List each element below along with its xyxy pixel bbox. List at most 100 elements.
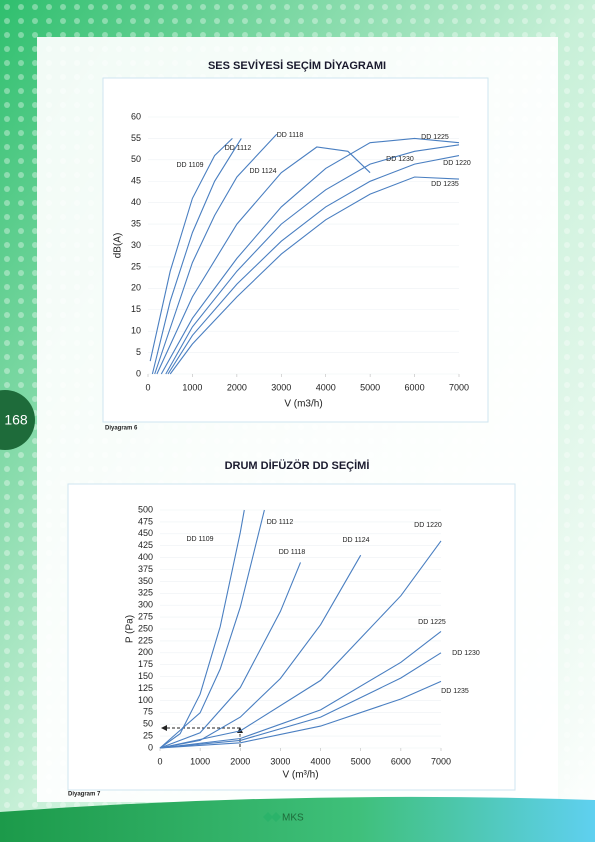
curve-label: DD 1112 xyxy=(267,519,294,526)
curve-label: DD 1109 xyxy=(176,162,203,169)
y-tick-label: 40 xyxy=(131,197,141,207)
chart-frame xyxy=(102,77,489,423)
x-tick-label: 3000 xyxy=(270,756,290,766)
curve xyxy=(159,540,442,749)
x-tick-label: 5000 xyxy=(360,382,380,392)
y-tick-label: 15 xyxy=(131,304,141,314)
x-axis-label: V (m3/h) xyxy=(284,399,322,410)
y-tick-label: 25 xyxy=(143,730,153,740)
chart-title: SES SEVİYESİ SEÇİM DİYAGRAMI xyxy=(208,59,386,72)
curve-label: DD 1220 xyxy=(414,522,442,529)
curve-label: DD 1118 xyxy=(277,132,304,139)
y-tick-label: 450 xyxy=(138,528,153,538)
page-number-badge xyxy=(0,390,35,450)
y-tick-label: 275 xyxy=(138,611,153,621)
x-tick-label: 0 xyxy=(145,382,150,392)
curve xyxy=(159,509,265,749)
x-tick-label: 4000 xyxy=(316,382,336,392)
logo-icon xyxy=(263,812,281,822)
curve-label: DD 1230 xyxy=(452,650,480,657)
y-tick-label: 425 xyxy=(138,540,153,550)
curve-label: DD 1112 xyxy=(225,145,252,152)
y-tick-label: 60 xyxy=(131,111,141,121)
pressure-guide-arrow xyxy=(161,725,243,747)
chart-title: DRUM DİFÜZÖR DD SEÇİMİ xyxy=(225,459,370,472)
curve-label: DD 1235 xyxy=(431,181,459,188)
y-tick-label: 30 xyxy=(131,240,141,250)
curve-label: DD 1230 xyxy=(386,156,414,163)
curve-label: DD 1225 xyxy=(421,134,449,141)
y-tick-label: 500 xyxy=(138,504,153,514)
x-tick-label: 7000 xyxy=(449,382,469,392)
curve xyxy=(159,680,442,749)
x-tick-label: 2000 xyxy=(230,756,250,766)
y-tick-label: 35 xyxy=(131,218,141,228)
curve xyxy=(159,509,245,749)
y-tick-label: 25 xyxy=(131,261,141,271)
curve xyxy=(159,562,302,749)
page-number: 168 xyxy=(4,412,28,428)
x-tick-label: 1000 xyxy=(182,382,202,392)
y-tick-label: 475 xyxy=(138,516,153,526)
curve-label: DD 1235 xyxy=(441,688,469,695)
y-axis-label: P (Pa) xyxy=(125,615,136,643)
y-tick-label: 20 xyxy=(131,283,141,293)
curve xyxy=(154,133,278,375)
curve xyxy=(149,138,233,362)
y-tick-label: 0 xyxy=(136,368,141,378)
curve xyxy=(159,554,362,749)
curve xyxy=(151,138,242,375)
curve xyxy=(165,144,460,375)
y-tick-label: 375 xyxy=(138,564,153,574)
curve-label: DD 1124 xyxy=(249,168,276,175)
y-tick-label: 200 xyxy=(138,647,153,657)
x-tick-label: 7000 xyxy=(431,756,451,766)
y-tick-label: 75 xyxy=(143,707,153,717)
guide-line xyxy=(165,727,241,747)
chart-frame xyxy=(67,483,516,791)
y-tick-label: 300 xyxy=(138,600,153,610)
y-tick-label: 175 xyxy=(138,659,153,669)
curve xyxy=(159,652,442,749)
curve-label: DD 1109 xyxy=(186,536,213,543)
y-tick-label: 50 xyxy=(131,154,141,164)
curve-label: DD 1118 xyxy=(279,549,306,556)
x-tick-label: 4000 xyxy=(311,756,331,766)
y-tick-label: 100 xyxy=(138,695,153,705)
footer-wave xyxy=(0,796,595,842)
logo-text: MKS xyxy=(282,813,304,824)
curve xyxy=(159,630,442,749)
y-tick-label: 125 xyxy=(138,683,153,693)
y-tick-label: 50 xyxy=(143,719,153,729)
y-axis-label: dB(A) xyxy=(113,233,124,259)
curve-label: DD 1225 xyxy=(418,619,446,626)
y-tick-label: 250 xyxy=(138,623,153,633)
x-axis-label: V (m³/h) xyxy=(282,770,318,781)
curve xyxy=(156,146,371,375)
y-tick-label: 10 xyxy=(131,326,141,336)
x-tick-label: 3000 xyxy=(271,382,291,392)
y-tick-label: 400 xyxy=(138,552,153,562)
x-tick-label: 5000 xyxy=(351,756,371,766)
x-tick-label: 2000 xyxy=(227,382,247,392)
caption: Diyagram 7 xyxy=(68,792,101,798)
curve xyxy=(169,176,460,375)
y-tick-label: 150 xyxy=(138,671,153,681)
y-tick-label: 350 xyxy=(138,576,153,586)
y-tick-label: 225 xyxy=(138,635,153,645)
curve xyxy=(167,155,460,375)
y-tick-label: 325 xyxy=(138,588,153,598)
caption: Diyagram 6 xyxy=(105,426,138,432)
x-tick-label: 6000 xyxy=(391,756,411,766)
y-tick-label: 45 xyxy=(131,176,141,186)
curve-label: DD 1220 xyxy=(443,160,471,167)
curve xyxy=(160,137,460,375)
y-tick-label: 5 xyxy=(136,347,141,357)
x-tick-label: 1000 xyxy=(190,756,210,766)
logo: MKS xyxy=(263,812,304,824)
y-tick-label: 0 xyxy=(148,742,153,752)
y-tick-label: 55 xyxy=(131,133,141,143)
x-tick-label: 0 xyxy=(157,756,162,766)
x-tick-label: 6000 xyxy=(405,382,425,392)
